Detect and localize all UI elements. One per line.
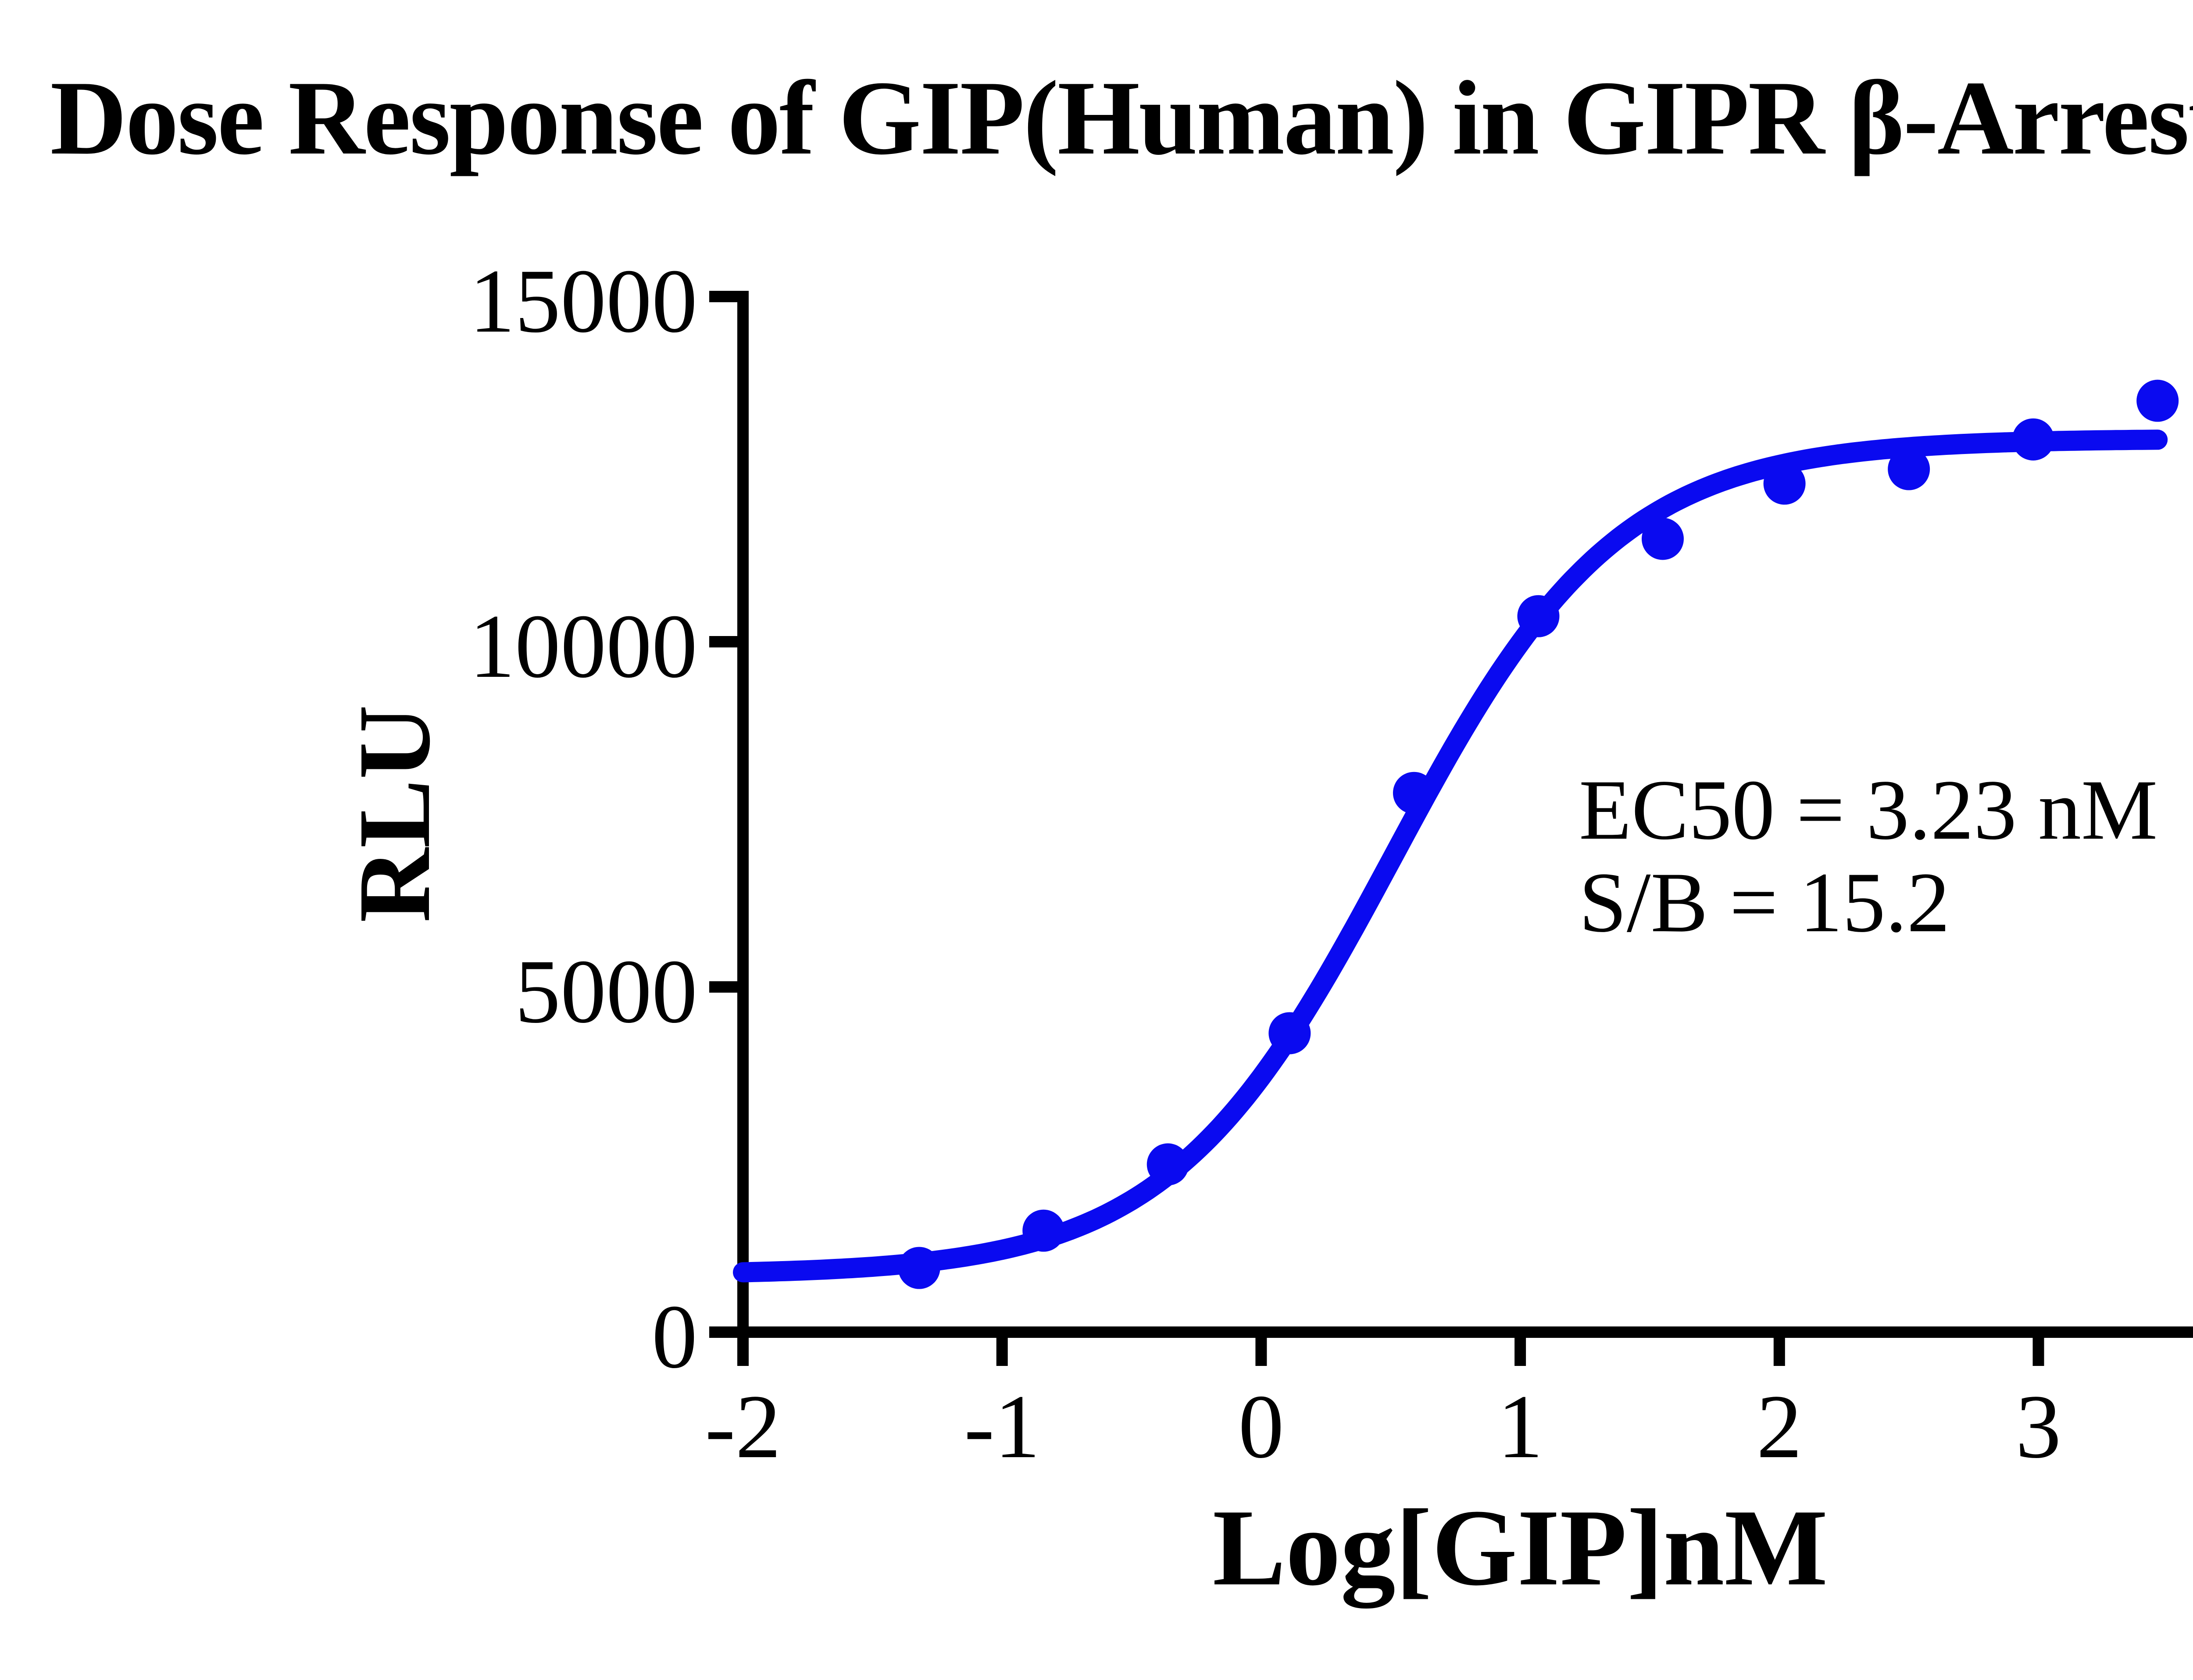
x-tick-label: 0: [1238, 1376, 1284, 1477]
x-tick-label: -2: [705, 1376, 781, 1477]
y-tick-label: 5000: [515, 941, 697, 1042]
data-point: [1888, 448, 1930, 490]
data-point: [1268, 1012, 1311, 1054]
x-tick-label: 2: [1757, 1376, 1802, 1477]
y-tick-label: 10000: [469, 596, 697, 697]
x-tick-label: -1: [964, 1376, 1040, 1477]
data-point: [2012, 418, 2054, 461]
y-axis-ticks: 0 5000 10000 15000: [469, 250, 743, 1387]
y-tick-label: 0: [652, 1286, 697, 1387]
signal-background-text: S/B = 15.2: [1579, 854, 1950, 950]
data-points: [898, 379, 2179, 1289]
fit-curve: [733, 429, 2168, 1283]
ec50-value-text: EC50 = 3.23 nM: [1579, 762, 2158, 858]
data-point: [1517, 595, 1560, 637]
x-tick-label: 3: [2016, 1376, 2061, 1477]
data-point: [1641, 518, 1684, 560]
chart-title: Dose Response of GIP(Human) in GIPR β-Ar…: [50, 59, 2193, 177]
x-axis-title: Log[GIP]nM: [1213, 1487, 1828, 1609]
data-point: [1022, 1209, 1065, 1252]
y-axis-title: RLU: [337, 705, 451, 922]
data-point: [1393, 772, 1435, 814]
data-point: [1763, 462, 1806, 505]
y-tick-label: 15000: [469, 250, 697, 351]
data-point: [2136, 379, 2179, 422]
x-tick-label: 1: [1497, 1376, 1543, 1477]
data-point: [1147, 1143, 1189, 1186]
fit-results-annotation: EC50 = 3.23 nM S/B = 15.2: [1579, 764, 2157, 949]
data-point: [898, 1247, 940, 1289]
x-axis-ticks: -2-101234: [705, 1332, 2061, 1477]
